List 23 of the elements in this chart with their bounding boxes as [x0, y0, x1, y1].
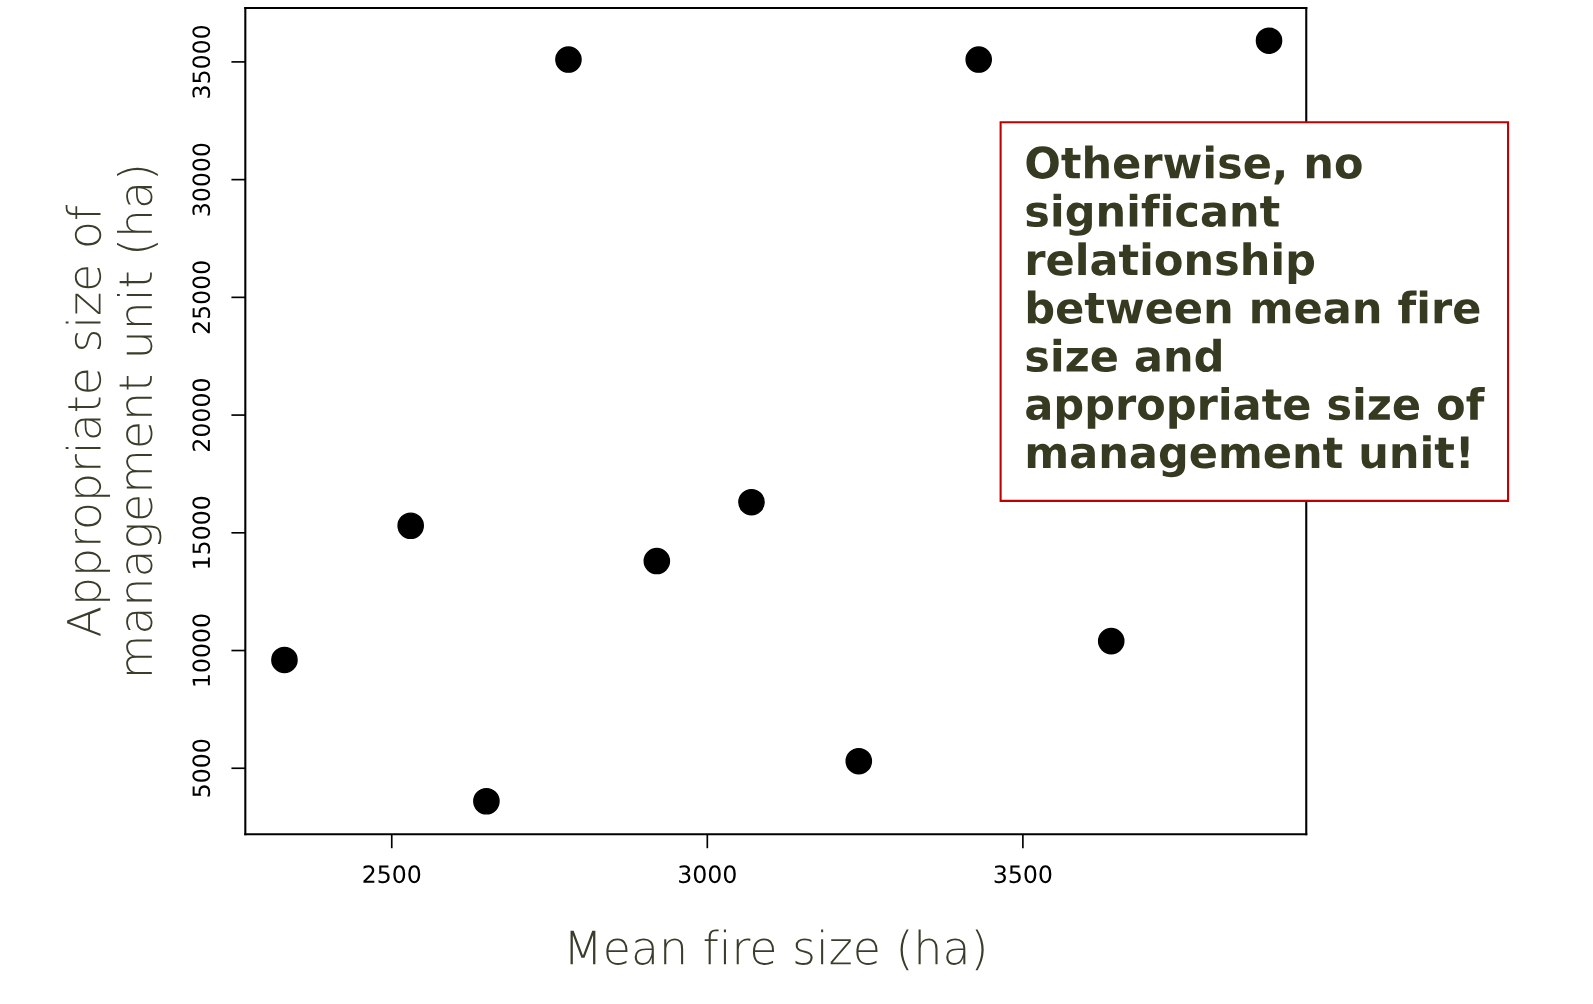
y-tick-label: 10000 — [192, 614, 211, 686]
y-tick-label: 35000 — [192, 25, 211, 98]
y-tick-label: 30000 — [192, 143, 211, 216]
point — [271, 646, 298, 674]
x-axis-title: Mean fire size (ha) — [570, 929, 984, 971]
point — [1097, 627, 1125, 655]
point — [965, 46, 993, 73]
point — [738, 488, 765, 516]
y-tick-label: 20000 — [192, 379, 211, 451]
y-tick-label: 15000 — [192, 496, 211, 568]
annotation: Otherwise, no significant relationship between mean fire size and appropriate size of management unit! — [1026, 145, 1485, 478]
point — [643, 547, 671, 575]
x-tick-label: 3500 — [994, 865, 1052, 884]
point — [845, 747, 873, 775]
x-tick-label: 3000 — [679, 865, 736, 884]
point — [473, 787, 500, 815]
point — [1255, 27, 1283, 55]
y-tick-label: 5000 — [192, 739, 211, 797]
point — [555, 46, 582, 73]
y-tick-label: 25000 — [192, 261, 211, 334]
y-axis-title: Appropriate size of management unit (ha) — [65, 167, 162, 675]
point — [397, 512, 424, 540]
x-tick-label: 2500 — [363, 865, 421, 884]
